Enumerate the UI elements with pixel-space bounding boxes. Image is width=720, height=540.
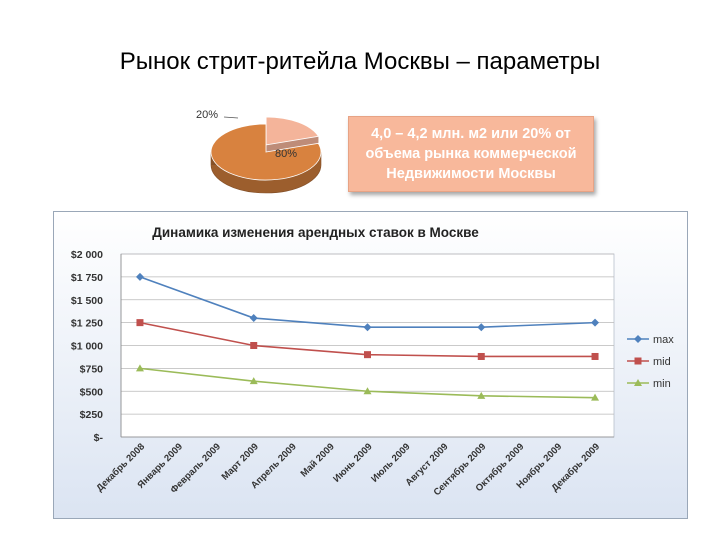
- callout-line-1: 4,0 – 4,2 млн. м2 или 20% от: [371, 126, 571, 142]
- data-point-min: [363, 387, 372, 395]
- data-point-max: [249, 314, 258, 323]
- slide-title: Рынок стрит-ритейла Москвы – параметры: [119, 48, 601, 75]
- y-tick-label: $1 750: [71, 272, 103, 284]
- data-point-max: [363, 323, 372, 332]
- market-share-pie-chart: 80% 20%: [180, 100, 340, 200]
- legend-label-mid: mid: [653, 356, 671, 368]
- data-point-mid: [591, 352, 599, 360]
- y-tick-label: $1 000: [71, 341, 103, 353]
- data-point-mid: [364, 351, 371, 359]
- callout-line-3: Недвижимости Москвы: [386, 166, 556, 182]
- data-point-max: [591, 318, 600, 327]
- pie-label: 20%: [196, 109, 218, 121]
- y-tick-label: $250: [80, 409, 104, 421]
- pie-slice: [265, 116, 320, 146]
- y-tick-label: $2 000: [71, 249, 103, 261]
- data-point-mid: [477, 352, 485, 360]
- data-point-max: [135, 272, 144, 281]
- data-point-min: [249, 377, 258, 385]
- legend-marker-min: [634, 379, 642, 386]
- legend-marker-max: [634, 335, 642, 343]
- data-point-mid: [136, 319, 144, 327]
- pie-slice: [210, 123, 322, 181]
- data-point-max: [477, 323, 486, 332]
- pie-leader-line: [223, 116, 239, 119]
- rent-rates-line-chart: Динамика изменения арендных ставок в Мос…: [53, 211, 688, 519]
- data-point-min: [477, 391, 486, 399]
- y-tick-label: $750: [80, 363, 104, 375]
- data-point-mid: [250, 342, 258, 349]
- callout-line-2: объема рынка коммерческой: [365, 146, 577, 162]
- y-tick-label: $-: [94, 432, 104, 444]
- legend-label-max: max: [653, 334, 674, 346]
- y-tick-label: $1 500: [71, 295, 103, 307]
- legend-marker-mid: [634, 357, 642, 365]
- y-tick-label: $1 250: [71, 318, 103, 330]
- pie-label: 80%: [275, 148, 297, 160]
- data-point-min: [591, 393, 600, 401]
- y-tick-label: $500: [80, 386, 104, 398]
- data-point-min: [135, 364, 144, 372]
- chart-title: Динамика изменения арендных ставок в Мос…: [152, 225, 479, 240]
- market-volume-callout: 4,0 – 4,2 млн. м2 или 20% от объема рынк…: [348, 116, 594, 192]
- legend-label-min: min: [653, 378, 671, 390]
